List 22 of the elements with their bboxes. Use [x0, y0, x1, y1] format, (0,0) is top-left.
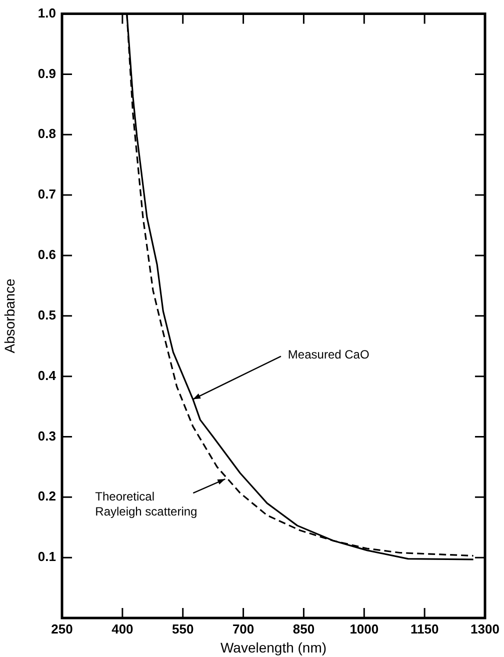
x-tick-label: 1000: [350, 621, 379, 636]
y-tick-label: 0.2: [38, 488, 56, 504]
y-tick-label: 0.1: [38, 549, 56, 564]
y-axis-title: Absorbance: [1, 278, 18, 354]
y-tick-label: 0.4: [38, 368, 57, 383]
x-tick-label: 700: [232, 621, 254, 636]
x-tick-label: 250: [51, 621, 73, 636]
y-tick-label: 0.8: [38, 126, 56, 142]
x-tick-label: 1300: [470, 621, 500, 636]
x-tick-label: 850: [292, 621, 315, 636]
y-tick-label: 0.9: [38, 66, 56, 81]
annotation: Measured CaO: [288, 348, 370, 362]
x-axis-title: Wavelength (nm): [220, 639, 327, 656]
y-tick-label: 0.7: [38, 186, 56, 202]
y-tick-label: 0.5: [38, 307, 56, 322]
y-tick-label: 0.3: [38, 428, 56, 444]
y-tick-label: 0.6: [38, 247, 56, 262]
x-tick-label: 550: [172, 621, 194, 636]
x-tick-label: 1150: [410, 621, 439, 636]
y-tick-label: 1.0: [38, 5, 56, 20]
x-tick-label: 400: [112, 621, 134, 636]
annotation: Theoretical Rayleigh scattering: [95, 489, 198, 518]
